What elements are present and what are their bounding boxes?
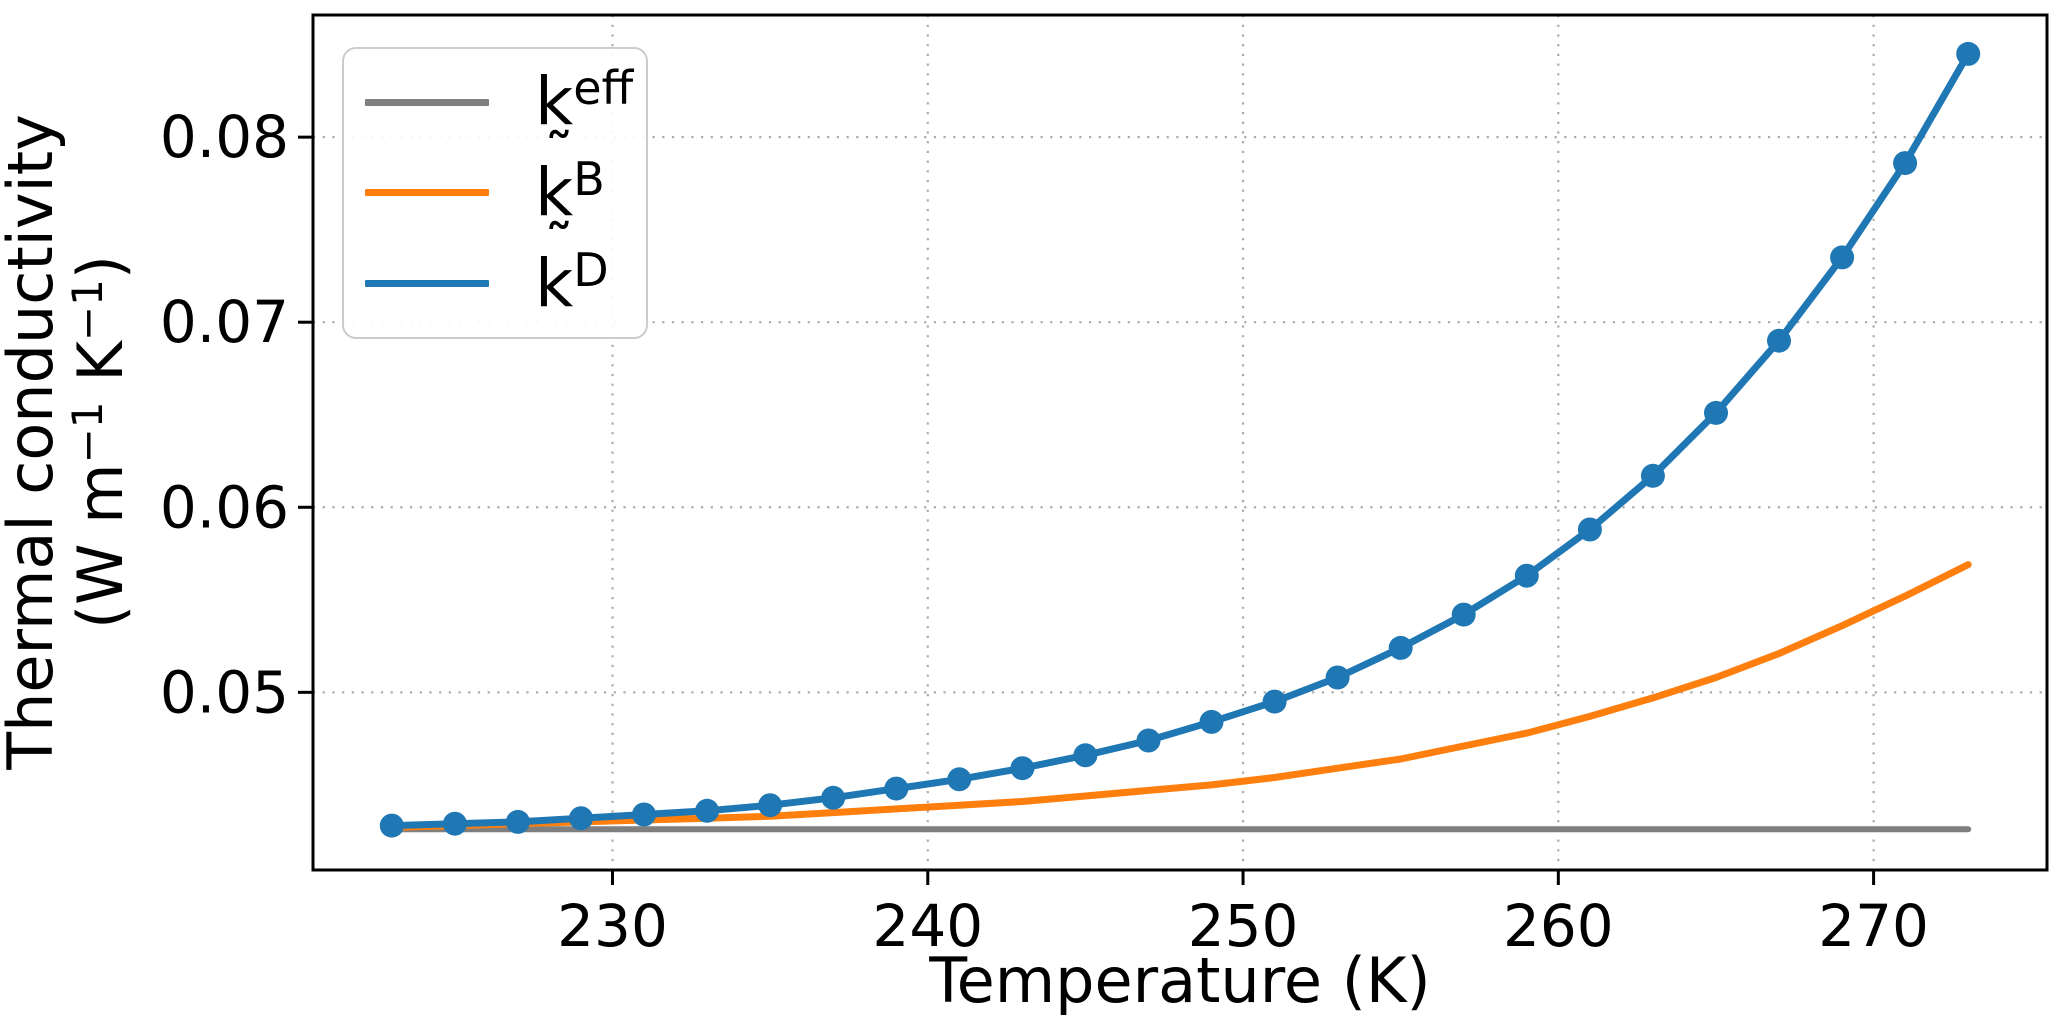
legend-item-kD: ˜ kD (344, 217, 646, 328)
y-tick-label: 0.08 (160, 103, 289, 171)
x-tick-label: 270 (1818, 892, 1929, 960)
legend-label-sup: D (573, 242, 609, 297)
data-point-marker (1136, 728, 1161, 753)
legend-label-keff: keff (535, 65, 633, 135)
data-point-marker (821, 785, 846, 810)
data-point-marker (1325, 665, 1350, 690)
y-axis-units-open: (W m (64, 463, 137, 629)
data-point-marker (442, 811, 467, 836)
x-tick-label: 240 (872, 892, 983, 960)
y-axis-units-sup2: −1 (63, 279, 112, 341)
y-axis-units-close: ) (64, 255, 137, 279)
data-point-marker (1577, 517, 1602, 542)
legend-label-kB: ˜ kB (535, 126, 605, 226)
y-axis-label-line2: (W m−1 K−1) (63, 255, 137, 629)
data-point-marker (379, 813, 404, 838)
data-point-marker (947, 767, 972, 792)
legend-line-kD (365, 280, 489, 288)
data-point-marker (1451, 602, 1476, 627)
legend-label-base: k (535, 63, 574, 141)
data-point-marker (1704, 400, 1728, 425)
data-point-marker (884, 776, 909, 801)
data-point-marker (1767, 328, 1791, 353)
x-tick-label: 230 (557, 892, 668, 960)
data-point-marker (1830, 245, 1855, 270)
plot-border (311, 13, 2049, 872)
legend-label-base: k (535, 244, 574, 322)
data-point-marker (1956, 41, 1981, 66)
tilde-mark: ˜ (544, 120, 574, 191)
data-point-marker (1262, 689, 1287, 714)
legend: keff ˜ kB ˜ kD (342, 47, 648, 339)
data-point-marker (758, 793, 783, 818)
y-tick-label: 0.06 (160, 473, 289, 541)
y-tick-label: 0.07 (160, 288, 289, 356)
legend-label-base: k (535, 153, 574, 231)
y-axis-units-mid: K (64, 340, 137, 402)
legend-line-keff (365, 98, 489, 106)
legend-label-sup: B (573, 151, 605, 206)
series-kB-line (388, 561, 1972, 831)
legend-label-sup: eff (573, 61, 634, 116)
data-point-marker (569, 806, 593, 831)
x-axis-label: Temperature (K) (928, 944, 1430, 1017)
grid (313, 15, 2047, 870)
data-point-marker (505, 809, 530, 834)
y-axis-units-sup1: −1 (63, 401, 112, 463)
y-axis-label-line1: Thermal conductivity (0, 114, 67, 771)
data-point-marker (632, 802, 656, 827)
data-point-marker (1388, 635, 1413, 660)
y-tick-label: 0.05 (160, 658, 289, 726)
data-point-marker (1010, 756, 1035, 781)
x-tick-label: 260 (1503, 892, 1614, 960)
series (379, 41, 1981, 838)
data-point-marker (1073, 743, 1098, 768)
data-point-marker (1199, 709, 1224, 734)
data-point-marker (695, 798, 720, 823)
ticks (298, 135, 1876, 885)
x-tick-label: 250 (1188, 892, 1299, 960)
legend-label-kD: ˜ kD (535, 217, 609, 317)
tilde-mark: ˜ (544, 211, 574, 282)
data-point-marker (1893, 151, 1918, 176)
tick-labels: 230 240 250 260 270 0.05 0.06 0.07 0.08 (160, 103, 1929, 960)
data-point-marker (1514, 563, 1539, 588)
legend-line-kB (365, 189, 489, 197)
legend-item-keff: keff (344, 58, 646, 146)
legend-item-kB: ˜ kB (344, 126, 646, 237)
data-point-marker (1640, 463, 1665, 488)
